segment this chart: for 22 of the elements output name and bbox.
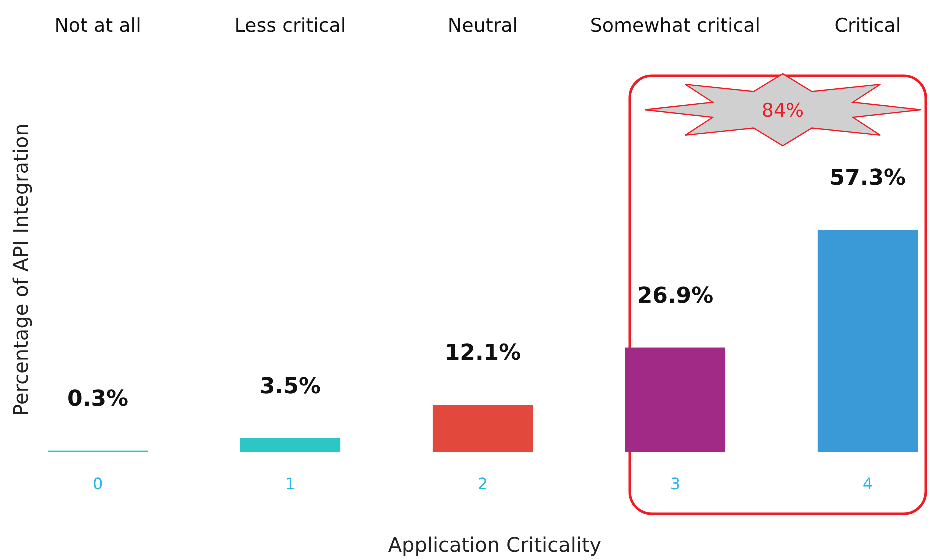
x-tick-label: 4 bbox=[862, 474, 874, 494]
bar bbox=[625, 348, 726, 452]
text: Not at all bbox=[54, 15, 142, 37]
data-label: 26.9% bbox=[637, 284, 714, 309]
bar bbox=[432, 405, 534, 452]
text: 84% bbox=[762, 100, 804, 122]
x-tick-label: 1 bbox=[285, 474, 296, 494]
data-label: 3.5% bbox=[260, 374, 322, 400]
bar bbox=[240, 438, 341, 452]
data-label: 57.3% bbox=[830, 166, 906, 191]
text: Critical bbox=[834, 15, 902, 37]
data-label: 0.3% bbox=[68, 386, 129, 412]
text: Neutral bbox=[448, 15, 518, 37]
x-axis-title: Application Criticality bbox=[388, 533, 602, 557]
x-tick-label: 3 bbox=[670, 474, 681, 494]
text: Somewhat critical bbox=[590, 15, 761, 37]
bar bbox=[818, 230, 918, 452]
text: Less critical bbox=[234, 15, 346, 37]
y-axis-title: Percentage of API Integration bbox=[9, 124, 33, 416]
x-tick-label: 0 bbox=[92, 474, 104, 494]
x-tick-label: 2 bbox=[478, 474, 488, 494]
data-label: 12.1% bbox=[444, 341, 522, 366]
